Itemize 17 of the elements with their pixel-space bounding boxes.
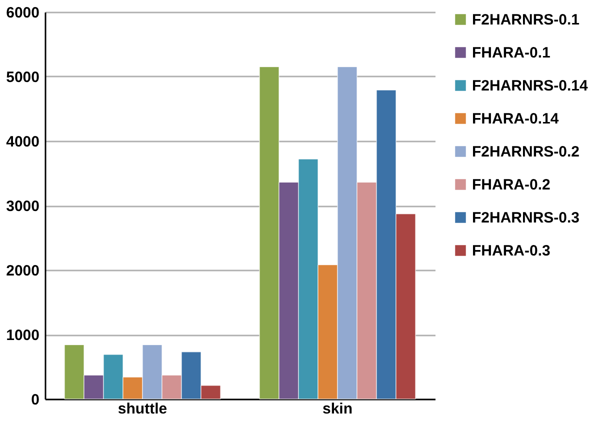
x-tick-label: skin bbox=[322, 400, 353, 418]
legend-label: FHARA-0.14 bbox=[472, 110, 560, 128]
y-tick-label: 3000 bbox=[6, 198, 40, 215]
legend-label: F2HARNRS-0.14 bbox=[472, 78, 589, 94]
y-tick-label: 2000 bbox=[6, 262, 40, 280]
y-tick-label: 1000 bbox=[6, 327, 40, 344]
y-tick-label: 5000 bbox=[6, 69, 40, 86]
legend-label: FHARA-0.2 bbox=[472, 176, 550, 194]
legend-label: FHARA-0.1 bbox=[472, 44, 550, 62]
y-tick-label: 0 bbox=[31, 392, 40, 408]
legend-label: F2HARNRS-0.3 bbox=[472, 210, 580, 226]
legend-label: F2HARNRS-0.1 bbox=[472, 12, 580, 28]
y-tick-label: 6000 bbox=[6, 4, 40, 22]
legend-label: FHARA-0.3 bbox=[472, 242, 550, 260]
legend-label: F2HARNRS-0.2 bbox=[472, 144, 580, 160]
y-tick-label: 4000 bbox=[6, 134, 40, 150]
x-tick-label: shuttle bbox=[118, 400, 168, 418]
